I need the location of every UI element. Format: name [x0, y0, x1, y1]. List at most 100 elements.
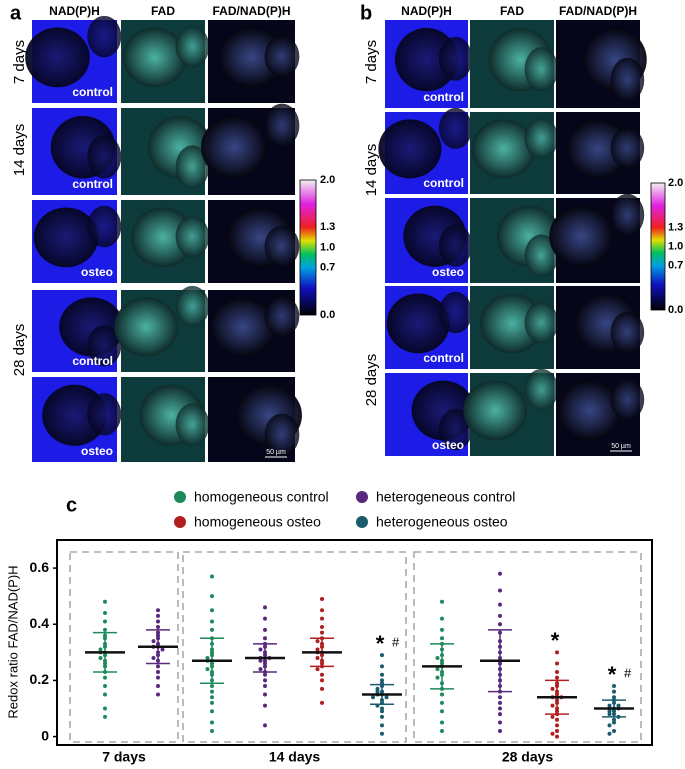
data-point [440, 700, 444, 705]
data-point [103, 684, 107, 689]
micrograph-region [524, 117, 559, 159]
micrograph-region [87, 325, 122, 367]
data-point [320, 686, 324, 691]
day-label: 14 days [11, 124, 28, 177]
data-point [555, 717, 559, 722]
data-point [98, 655, 103, 660]
panel-letter: c [66, 494, 77, 516]
data-point [607, 709, 612, 714]
condition-label: osteo [432, 265, 464, 279]
data-point [498, 720, 502, 725]
condition-label: control [423, 176, 464, 190]
data-point [380, 653, 384, 658]
data-point [550, 714, 555, 719]
column-header: NAD(P)H [49, 4, 100, 18]
legend-marker [356, 516, 368, 528]
micrograph-region [524, 47, 559, 92]
micrograph-region [175, 403, 210, 446]
data-point [320, 608, 324, 613]
column-header: FAD [500, 4, 524, 18]
data-point [550, 731, 555, 736]
data-point [498, 571, 502, 576]
data-point [210, 619, 214, 624]
data-point [498, 602, 502, 607]
micrograph-region [438, 36, 473, 81]
colorbar-tick-label: 0.7 [668, 259, 683, 271]
data-point [380, 731, 384, 736]
condition-label: osteo [432, 438, 464, 452]
data-point [384, 695, 389, 700]
colorbar-tick-label: 2.0 [320, 174, 335, 186]
condition-label: control [423, 90, 464, 104]
data-point [440, 692, 444, 697]
data-point [315, 639, 320, 644]
colorbar-tick-label: 0.0 [320, 309, 335, 321]
day-label: 28 days [11, 324, 28, 377]
data-point [616, 703, 621, 708]
data-point [555, 734, 559, 739]
micrograph-region [386, 293, 450, 354]
data-point [440, 627, 444, 632]
micrograph-region [438, 408, 473, 451]
data-point [315, 655, 320, 660]
data-point [380, 709, 384, 714]
micrograph-region [438, 224, 473, 267]
data-point [156, 625, 160, 630]
data-point [320, 672, 324, 677]
data-point [263, 723, 267, 728]
micrograph-region [131, 207, 195, 268]
data-point [263, 692, 267, 697]
micrograph-region [87, 393, 122, 436]
legend-label: heterogeneous control [376, 489, 515, 505]
data-point [380, 678, 384, 683]
data-point [375, 686, 380, 691]
data-point [555, 669, 559, 674]
condition-label: osteo [81, 265, 113, 279]
data-point [210, 709, 214, 714]
micrograph-region [264, 103, 300, 148]
micrograph-region [610, 193, 645, 237]
micrograph-region [524, 234, 559, 278]
data-point [612, 717, 616, 722]
data-point [498, 728, 502, 733]
data-point [210, 608, 214, 613]
x-tick-label: 14 days [269, 749, 321, 765]
data-point [258, 647, 263, 652]
data-point [380, 706, 384, 711]
data-point [258, 658, 263, 663]
micrograph-region [524, 301, 559, 344]
column-header: NAD(P)H [401, 4, 452, 18]
data-point [320, 625, 324, 630]
data-point [263, 616, 267, 621]
group-box [69, 551, 179, 743]
data-point [440, 720, 444, 725]
legend-label: homogeneous control [194, 489, 329, 505]
legend-marker [174, 516, 186, 528]
data-point [435, 655, 440, 660]
data-point [320, 700, 324, 705]
data-point [103, 706, 107, 711]
data-point [435, 675, 440, 680]
data-point [103, 611, 107, 616]
micrograph-region [201, 115, 268, 179]
y-axis-label: Redox ratio FAD/NAD(P)H [5, 565, 20, 718]
micrograph-region [549, 205, 614, 267]
x-tick-label: 7 days [102, 749, 146, 765]
data-point [156, 669, 160, 674]
micrograph-region [87, 134, 122, 179]
data-point [555, 650, 559, 655]
data-point [371, 695, 375, 700]
micrograph-region [394, 27, 459, 92]
data-point [440, 709, 444, 714]
data-point [210, 700, 214, 705]
data-point [440, 599, 444, 604]
data-point [498, 712, 502, 717]
legend-marker [174, 491, 186, 503]
legend-label: homogeneous osteo [194, 514, 321, 530]
data-point [498, 613, 502, 618]
micrograph-region [33, 207, 99, 268]
data-point [380, 672, 384, 677]
micrograph-region [218, 27, 285, 88]
data-point [103, 692, 107, 697]
panel-letter: a [10, 2, 22, 24]
